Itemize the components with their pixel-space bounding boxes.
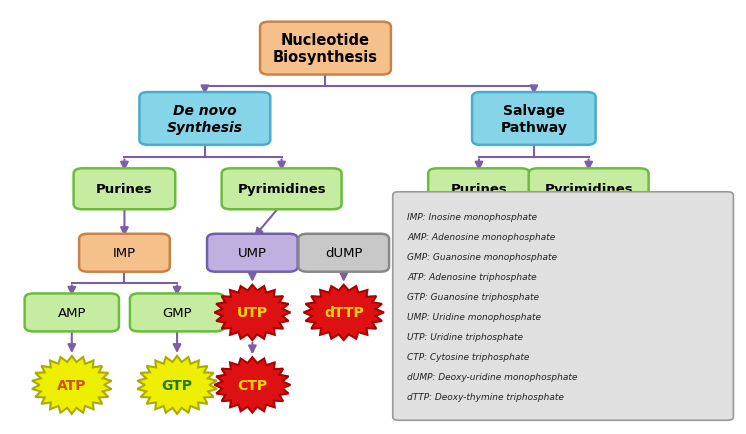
FancyBboxPatch shape (79, 234, 170, 272)
Polygon shape (137, 356, 217, 414)
Text: AMP: AMP (57, 306, 86, 319)
Text: GTP: GTP (162, 378, 192, 392)
Text: UMP: UMP (238, 247, 267, 260)
Polygon shape (214, 357, 290, 413)
Text: UTP: Uridine triphosphate: UTP: Uridine triphosphate (407, 332, 524, 341)
FancyBboxPatch shape (222, 169, 342, 210)
Text: UTP: UTP (236, 306, 268, 320)
Text: AMP: Adenosine monophosphate: AMP: Adenosine monophosphate (407, 232, 556, 241)
Text: GTP: Guanosine triphosphate: GTP: Guanosine triphosphate (407, 292, 539, 301)
Text: ATP: Adenosine triphosphate: ATP: Adenosine triphosphate (407, 272, 537, 281)
Text: dTTP: dTTP (324, 306, 363, 320)
Text: Pyrimidines: Pyrimidines (545, 183, 633, 196)
Polygon shape (32, 356, 112, 414)
Polygon shape (304, 285, 384, 340)
FancyBboxPatch shape (74, 169, 175, 210)
Text: IMP: IMP (113, 247, 136, 260)
Text: IMP: Inosine monophosphate: IMP: Inosine monophosphate (407, 212, 537, 221)
FancyBboxPatch shape (130, 294, 225, 332)
FancyBboxPatch shape (260, 23, 391, 76)
Text: Purines: Purines (451, 183, 507, 196)
Polygon shape (214, 285, 290, 340)
Text: dUMP: Deoxy-uridine monophosphate: dUMP: Deoxy-uridine monophosphate (407, 372, 577, 381)
Text: CTP: Cytosine triphosphate: CTP: Cytosine triphosphate (407, 352, 530, 361)
Text: De novo
Synthesis: De novo Synthesis (167, 104, 243, 134)
FancyBboxPatch shape (529, 169, 648, 210)
FancyBboxPatch shape (472, 93, 595, 145)
FancyBboxPatch shape (140, 93, 270, 145)
Text: Salvage
Pathway: Salvage Pathway (501, 104, 567, 134)
Text: CTP: CTP (237, 378, 267, 392)
FancyBboxPatch shape (392, 192, 733, 420)
Text: GMP: GMP (163, 306, 192, 319)
FancyBboxPatch shape (207, 234, 298, 272)
Text: dUMP: dUMP (325, 247, 363, 260)
FancyBboxPatch shape (298, 234, 389, 272)
Text: Pyrimidines: Pyrimidines (237, 183, 326, 196)
Text: Purines: Purines (96, 183, 153, 196)
FancyBboxPatch shape (25, 294, 119, 332)
FancyBboxPatch shape (428, 169, 530, 210)
Text: ATP: ATP (57, 378, 87, 392)
Text: GMP: Guanosine monophosphate: GMP: Guanosine monophosphate (407, 252, 557, 261)
Text: Nucleotide
Biosynthesis: Nucleotide Biosynthesis (273, 33, 378, 65)
Text: dTTP: Deoxy-thymine triphosphate: dTTP: Deoxy-thymine triphosphate (407, 392, 564, 401)
Text: UMP: Uridine monophosphate: UMP: Uridine monophosphate (407, 312, 542, 321)
